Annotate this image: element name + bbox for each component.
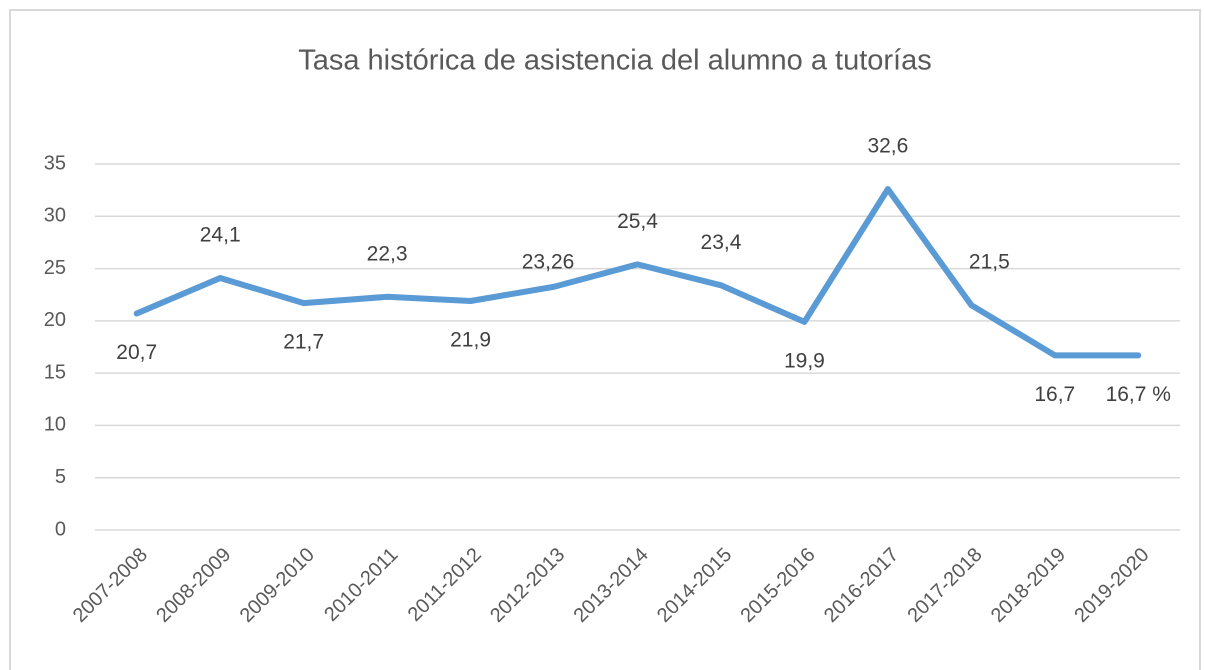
data-label: 21,9 xyxy=(450,329,491,352)
data-label: 20,7 xyxy=(116,341,157,364)
y-tick-label: 10 xyxy=(44,414,66,436)
data-line xyxy=(133,186,1142,359)
y-tick-label: 35 xyxy=(44,152,66,174)
data-label: 16,7 xyxy=(1034,383,1075,406)
chart-title: Tasa histórica de asistencia del alumno … xyxy=(298,45,932,77)
data-label: 22,3 xyxy=(367,242,408,265)
y-tick-label: 15 xyxy=(44,361,66,383)
y-tick-label: 25 xyxy=(44,257,66,279)
data-label: 23,26 xyxy=(522,250,575,273)
data-label: 23,4 xyxy=(701,231,742,254)
data-label: 21,7 xyxy=(283,331,324,354)
chart-frame xyxy=(9,9,1201,670)
data-label: 16,7 % xyxy=(1106,383,1171,406)
y-tick-label: 30 xyxy=(44,205,66,227)
data-label: 19,9 xyxy=(784,349,825,372)
data-label: 25,4 xyxy=(617,210,658,233)
data-label: 32,6 xyxy=(867,135,908,158)
data-label: 24,1 xyxy=(200,224,241,247)
y-tick-label: 5 xyxy=(55,466,66,488)
y-tick-label: 20 xyxy=(44,309,66,331)
data-label: 21,5 xyxy=(969,251,1010,274)
y-tick-label: 0 xyxy=(55,518,66,540)
